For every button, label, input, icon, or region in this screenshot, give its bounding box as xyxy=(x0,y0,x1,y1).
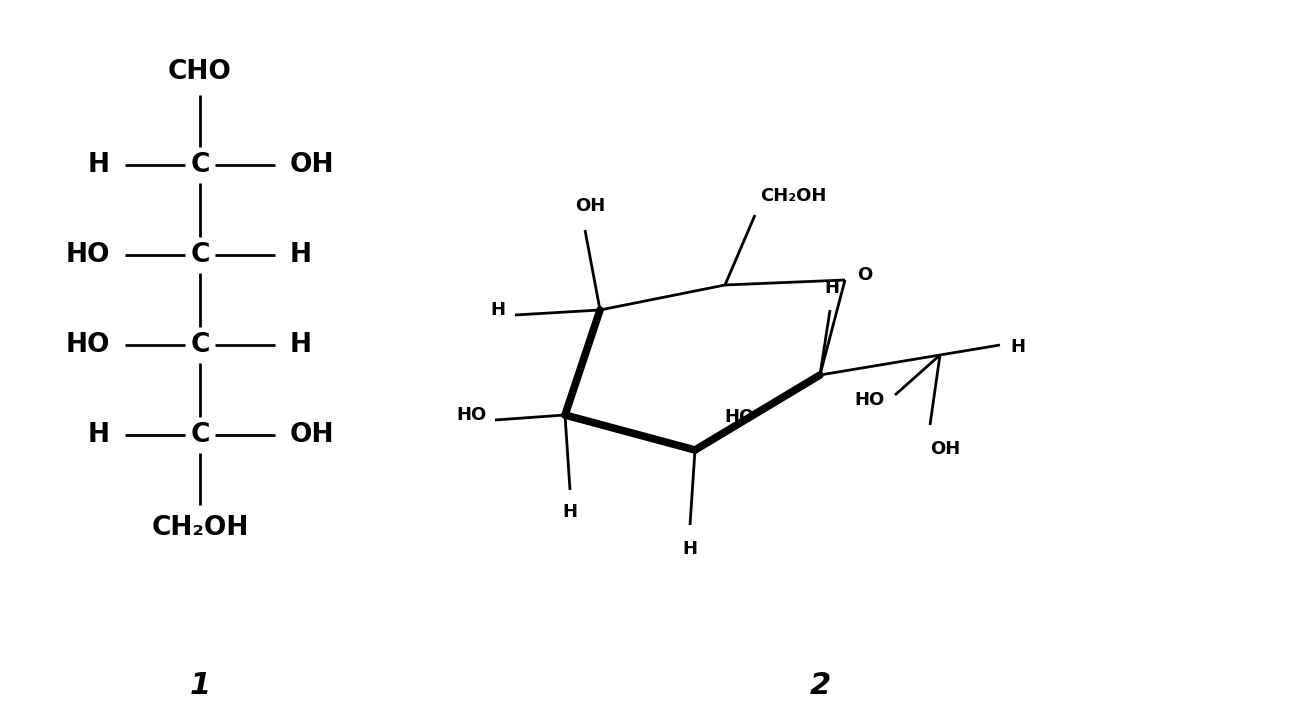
Text: HO: HO xyxy=(66,332,110,358)
Text: O: O xyxy=(857,266,872,284)
Text: OH: OH xyxy=(930,440,960,458)
Text: H: H xyxy=(289,332,311,358)
Text: H: H xyxy=(88,422,110,448)
Text: OH: OH xyxy=(289,422,335,448)
Text: CH₂OH: CH₂OH xyxy=(760,187,827,205)
Text: C: C xyxy=(190,242,209,268)
Text: H: H xyxy=(824,279,840,297)
Text: CHO: CHO xyxy=(168,59,233,85)
Text: CH₂OH: CH₂OH xyxy=(151,515,248,541)
Text: OH: OH xyxy=(575,197,605,215)
Text: H: H xyxy=(1010,338,1025,356)
Text: 1: 1 xyxy=(190,671,211,700)
Text: 2: 2 xyxy=(809,671,831,700)
Text: HO: HO xyxy=(855,391,885,409)
Text: H: H xyxy=(88,152,110,178)
Text: C: C xyxy=(190,152,209,178)
Text: HO: HO xyxy=(66,242,110,268)
Text: C: C xyxy=(190,332,209,358)
Text: HO: HO xyxy=(725,408,755,426)
Text: C: C xyxy=(190,422,209,448)
Text: HO: HO xyxy=(457,406,487,424)
Text: H: H xyxy=(562,503,578,521)
Text: H: H xyxy=(289,242,311,268)
Text: OH: OH xyxy=(289,152,335,178)
Text: H: H xyxy=(490,301,505,319)
Text: H: H xyxy=(682,540,698,558)
